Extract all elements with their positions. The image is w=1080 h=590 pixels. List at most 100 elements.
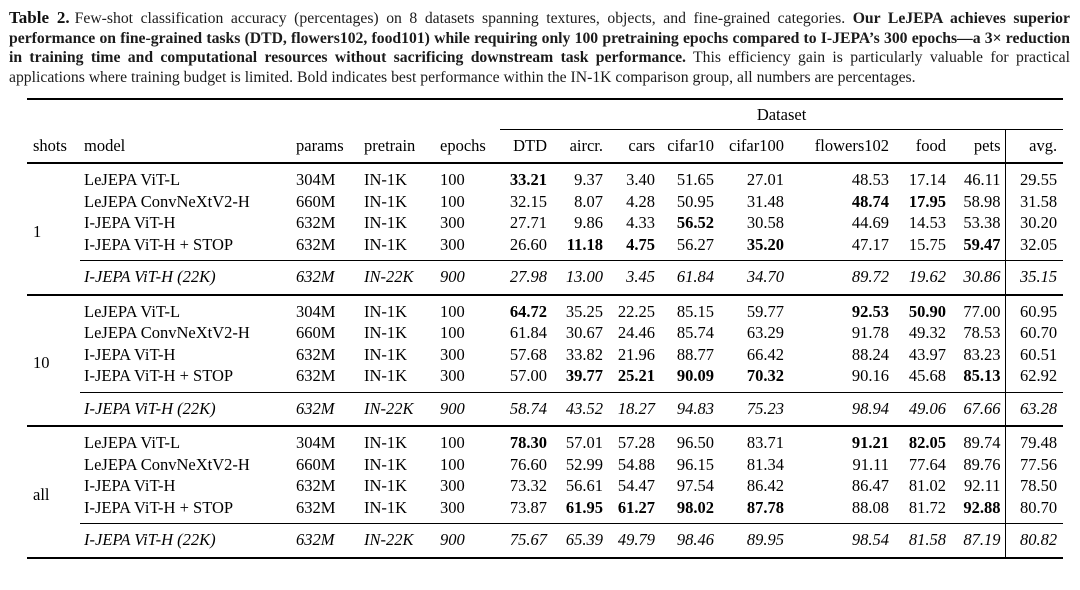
cell-score: 92.53 [851,301,889,321]
cell-score: 24.46 [617,323,655,342]
cell-pretrain: IN-22K [360,523,434,559]
cell-score: 88.08 [851,497,889,517]
cell-score: 70.32 [746,366,784,385]
cell-avg: 31.58 [1004,190,1064,212]
cell-score: 56.27 [676,234,714,254]
cell-score: 96.15 [676,454,714,474]
cell-score: 45.68 [908,366,946,385]
cell-score: 87.19 [950,523,1005,559]
cell-epochs: 900 [434,523,500,559]
cell-score: 9.86 [574,213,603,232]
cell-epochs: 100 [440,323,465,342]
col-header-avg: avg. [1004,129,1064,164]
cell-score: 4.33 [626,213,655,232]
cell-score: 22.25 [617,301,655,321]
cell-avg: 29.55 [1004,163,1064,191]
cell-score: 75.23 [718,391,788,427]
cell-score: 50.95 [676,191,714,211]
cell-epochs: 300 [440,476,465,495]
cell-score: 14.53 [908,213,946,232]
cell-model: I-JEPA ViT-H + STOP [84,366,234,385]
cell-score: 53.38 [963,213,1001,232]
cell-params: 632M [296,234,336,254]
cell-score: 92.11 [963,476,1001,495]
col-header-cifar10: cifar10 [659,129,718,164]
cell-score: 61.84 [509,323,547,342]
cell-score: 91.78 [851,323,889,342]
cell-score: 98.02 [676,497,714,517]
cell-score: 83.71 [746,433,784,452]
cell-score: 43.97 [908,344,946,364]
cell-score: 89.76 [963,454,1001,474]
cell-model: LeJEPA ConvNeXtV2-H [84,191,250,211]
reference-row: I-JEPA ViT-H (22K) 632M IN-22K 900 75.67 65.3… [27,523,1064,559]
cell-pretrain: IN-1K [364,170,408,189]
cell-score: 90.16 [851,366,889,385]
cell-params: 632M [296,366,336,385]
cell-epochs: 900 [434,391,500,427]
col-header-model: model [80,129,290,164]
cell-model: I-JEPA ViT-H + STOP [84,234,234,254]
cell-params: 660M [296,191,336,211]
cell-avg: 63.28 [1004,391,1064,427]
cell-pretrain: IN-22K [360,391,434,427]
cell-model: LeJEPA ConvNeXtV2-H [84,323,250,342]
spanner-row: Dataset [27,98,1064,130]
shots-label: all [27,426,80,559]
cell-score: 86.47 [851,476,889,495]
cell-model: I-JEPA ViT-H (22K) [80,523,290,559]
shots-group: 1 LeJEPA ViT-L 304M IN-1K 100 33.21 9.37 3.40 51… [27,163,1064,296]
cell-score: 73.87 [509,497,547,517]
table-row: LeJEPA ConvNeXtV2-H 660M IN-1K 100 32.15 8.07… [27,190,1064,212]
cell-score: 49.32 [908,323,946,342]
cell-params: 632M [290,523,360,559]
cell-score: 3.45 [607,260,659,296]
cell-pretrain: IN-1K [364,366,408,385]
cell-score: 35.20 [746,234,784,254]
cell-epochs: 100 [440,170,465,189]
cell-score: 31.48 [746,191,784,211]
cell-score: 59.77 [746,301,784,321]
cell-score: 32.15 [509,191,547,211]
cell-epochs: 100 [440,301,465,321]
cell-epochs: 900 [434,260,500,296]
cell-model: I-JEPA ViT-H [84,476,176,495]
table-row: I-JEPA ViT-H 632M IN-1K 300 57.68 33.82 21.96 8… [27,343,1064,365]
cell-avg: 77.56 [1004,453,1064,475]
cell-score: 57.01 [565,433,603,452]
cell-score: 11.18 [566,234,603,254]
cell-score: 81.02 [908,476,946,495]
cell-score: 88.77 [676,344,714,364]
cell-score: 94.83 [659,391,718,427]
column-header-row: shots model params pretrain epochs DTD a… [27,129,1064,164]
col-header-dtd: DTD [500,129,551,164]
cell-params: 632M [296,497,336,517]
shots-group: 10 LeJEPA ViT-L 304M IN-1K 100 64.72 35.25 22.2… [27,294,1064,427]
cell-pretrain: IN-22K [360,260,434,296]
col-header-cifar100: cifar100 [718,129,788,164]
cell-model: I-JEPA ViT-H (22K) [80,391,290,427]
cell-avg: 80.82 [1004,523,1064,559]
cell-score: 58.74 [500,391,551,427]
cell-score: 89.95 [718,523,788,559]
cell-params: 304M [296,433,336,452]
cell-epochs: 100 [440,433,465,452]
table-row: I-JEPA ViT-H 632M IN-1K 300 73.32 56.61 54.47 9… [27,475,1064,497]
col-header-flowers102: flowers102 [788,129,893,164]
cell-score: 57.28 [617,433,655,452]
cell-score: 48.53 [851,170,889,189]
caption-outro-text: This efficiency gain is particularly val… [9,49,1070,86]
cell-score: 61.27 [617,497,655,517]
cell-score: 61.84 [659,260,718,296]
cell-params: 632M [296,213,336,232]
results-table: Dataset shots model params pretrain epoc… [27,98,1064,559]
cell-model: I-JEPA ViT-H [84,344,176,364]
cell-score: 81.34 [746,454,784,474]
paper-page: { "caption": { "label": "Table 2.", "int… [0,8,1080,590]
cell-score: 82.05 [908,433,946,452]
cell-pretrain: IN-1K [364,323,408,342]
cell-score: 63.29 [746,323,784,342]
cell-score: 49.06 [893,391,950,427]
table-header: Dataset shots model params pretrain epoc… [27,98,1064,164]
cell-score: 34.70 [718,260,788,296]
